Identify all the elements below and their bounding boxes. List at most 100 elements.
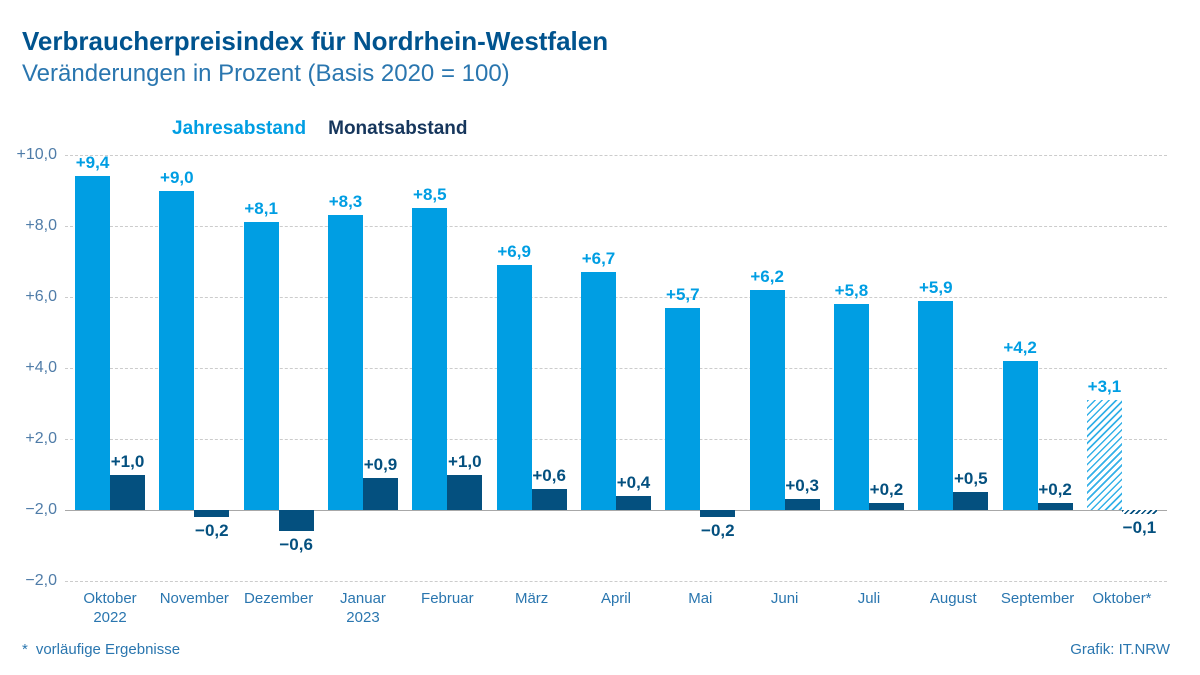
gridline (65, 297, 1167, 298)
y-tick-label: +4,0 (25, 359, 57, 376)
y-axis-labels: +10,0 +8,0 +6,0 +4,0 +2,0 −2,0 −2,0 (0, 146, 57, 589)
bar-group: +4,2 +0,2 (1002, 155, 1073, 581)
footer: * vorläufige Ergebnisse Grafik: IT.NRW (22, 641, 1170, 658)
bar-jahresabstand (75, 176, 110, 510)
bar-jahresabstand (749, 289, 785, 510)
bar-monatsabstand (1037, 502, 1073, 510)
bar-jahresabstand (918, 300, 954, 510)
bar-value-label: +0,3 (785, 476, 819, 496)
bar-monatsabstand (194, 510, 230, 518)
bar-value-label: +0,5 (954, 469, 988, 489)
bar-jahresabstand (412, 208, 448, 510)
bar-value-label: +0,2 (869, 479, 904, 499)
bar-monatsabstand (868, 502, 904, 510)
bar-value-label: +9,0 (160, 167, 194, 187)
bar-group: +8,1 −0,6 (243, 155, 314, 581)
bar-group: +5,8 +0,2 (833, 155, 904, 581)
bar-jahresabstand (243, 222, 279, 510)
bar-monatsabstand (615, 495, 651, 510)
gridline (65, 368, 1167, 369)
bar-value-label: +6,7 (581, 249, 616, 269)
bar-value-label: +1,0 (110, 451, 145, 471)
plot-area: +9,4 +1,0 +9,0 −0,2 +8,1 −0,6 +8,3 +0,9 +8,5 +1,0… (65, 153, 1167, 582)
bar-jahresabstand (327, 215, 363, 510)
bar-group: +9,4 +1,0 (75, 153, 145, 581)
footnote-text: vorläufige Ergebnisse (35, 641, 181, 658)
bar-group: +3,1 −0,1 (1086, 155, 1157, 581)
y-tick-label: +10,0 (16, 146, 57, 163)
bar-value-label: +8,1 (244, 199, 278, 219)
bar-monatsabstand (700, 510, 736, 518)
footnote-asterisk: * (22, 641, 28, 658)
credit: Grafik: IT.NRW (1070, 641, 1170, 658)
bar-value-label: +0,6 (532, 465, 566, 485)
x-tick-label: Dezember (244, 590, 314, 607)
bar-group: +5,7 −0,2 (665, 155, 736, 581)
bar-value-label: +0,4 (616, 472, 651, 492)
bar-group: +6,9 +0,6 (496, 155, 567, 581)
bar-chart: +10,0 +8,0 +6,0 +4,0 +2,0 −2,0 −2,0 +9,4 +1,0 +9… (0, 146, 1200, 589)
bar-group: +9,0 −0,2 (159, 155, 230, 581)
bar-jahresabstand (159, 190, 195, 510)
bar-value-label: +1,0 (448, 451, 482, 471)
bar-value-label: +5,7 (666, 284, 700, 304)
bar-group: +8,3 +0,9 (327, 155, 398, 581)
x-tick-label: Oktober 2022 (83, 590, 137, 626)
zero-baseline (65, 510, 1167, 511)
bar-groups: +9,4 +1,0 +9,0 −0,2 +8,1 −0,6 +8,3 +0,9 +8,5 +1,0… (75, 153, 1157, 581)
legend-item-jahresabstand: Jahresabstand (172, 118, 307, 139)
bar-value-label: +6,2 (750, 266, 784, 286)
bar-value-label: −0,2 (701, 521, 735, 541)
bar-value-label: +5,9 (919, 277, 953, 297)
bar-group: +5,9 +0,5 (918, 155, 989, 581)
x-tick-label: August (929, 590, 977, 607)
bar-jahresabstand (496, 265, 532, 510)
bar-value-label: +9,4 (75, 153, 110, 173)
gridline (65, 581, 1167, 582)
bar-jahresabstand (665, 307, 701, 510)
x-tick-label: Mai (688, 590, 713, 607)
x-tick-label: Oktober* (1092, 590, 1152, 607)
footnote: * vorläufige Ergebnisse (22, 641, 180, 658)
x-tick-label: Juni (770, 590, 799, 607)
gridline (65, 155, 1167, 156)
bar-value-label: +8,5 (413, 185, 447, 205)
bar-value-label: +8,3 (328, 192, 363, 212)
bar-value-label: +4,2 (1003, 337, 1037, 357)
bar-value-label: +6,9 (497, 242, 531, 262)
bar-monatsabstand (278, 510, 314, 532)
y-tick-label: +8,0 (25, 217, 57, 234)
bar-monatsabstand (1121, 510, 1157, 514)
bar-monatsabstand (110, 474, 145, 510)
bar-group: +6,2 +0,3 (749, 155, 820, 581)
bar-monatsabstand (531, 488, 567, 510)
bar-value-label: +0,2 (1038, 479, 1072, 499)
gridline (65, 439, 1167, 440)
bar-monatsabstand (362, 478, 398, 510)
x-tick-label: Januar 2023 (340, 590, 386, 626)
x-axis-labels: Oktober 2022 November Dezember Januar 2023 Feb… (75, 589, 1157, 627)
bar-value-label: +5,8 (834, 281, 869, 301)
bar-value-label: −0,1 (1122, 517, 1157, 537)
legend-item-monatsabstand: Monatsabstand (328, 118, 468, 139)
bar-jahresabstand (1002, 360, 1038, 510)
x-tick-label: März (514, 590, 549, 607)
bar-jahresabstand (833, 304, 869, 510)
bar-monatsabstand (447, 474, 483, 510)
gridline (65, 226, 1167, 227)
bar-jahresabstand (580, 272, 616, 510)
page-subtitle: Veränderungen in Prozent (Basis 2020 = 1… (22, 60, 510, 87)
x-tick-label: Februar (421, 590, 474, 607)
legend: Jahresabstand Monatsabstand (172, 118, 467, 140)
x-tick-label: November (159, 590, 229, 607)
bar-value-label: +0,9 (363, 455, 398, 475)
bar-value-label: +3,1 (1087, 376, 1122, 396)
y-tick-label: −2,0 (25, 501, 57, 518)
x-tick-label: Juli (857, 590, 881, 607)
y-tick-label: +2,0 (25, 430, 57, 447)
page-title: Verbraucherpreisindex für Nordrhein-West… (22, 26, 609, 56)
x-tick-label: September (1000, 590, 1075, 607)
y-tick-label: −2,0 (25, 572, 57, 589)
bar-jahresabstand (1086, 399, 1122, 510)
